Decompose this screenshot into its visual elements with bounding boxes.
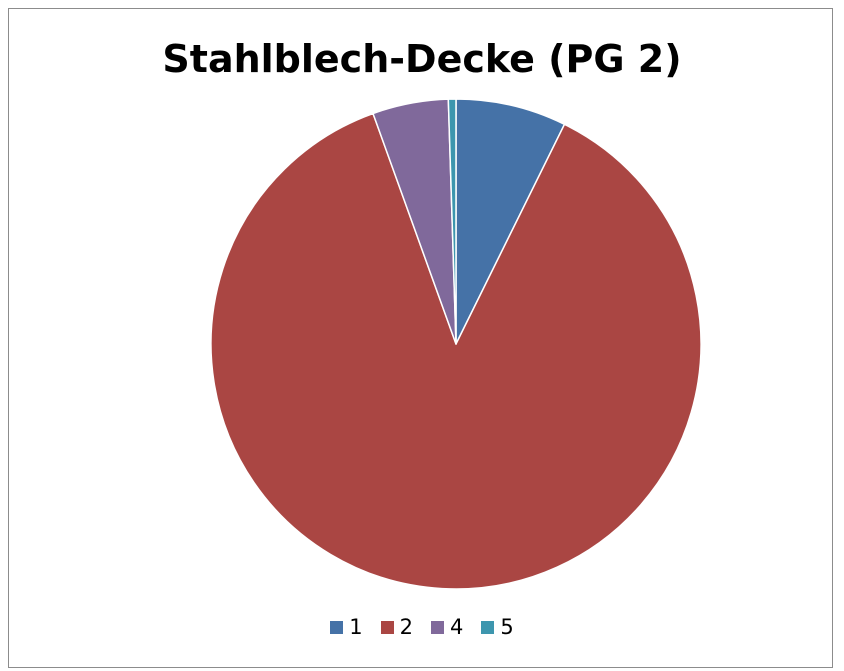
legend-item-1: 1	[330, 615, 363, 639]
pie-slices	[210, 98, 702, 590]
legend-label-1: 1	[349, 615, 363, 639]
legend-item-5: 5	[481, 615, 514, 639]
legend-swatch-4	[431, 620, 444, 634]
legend-label-5: 5	[500, 615, 514, 639]
legend-item-4: 4	[431, 615, 463, 639]
legend-swatch-5	[481, 620, 495, 634]
legend-swatch-1	[330, 620, 344, 634]
legend-swatch-2	[380, 620, 394, 634]
legend: 1 2 4 5	[0, 615, 844, 639]
pie-slice-2	[210, 112, 702, 590]
chart-title: Stahlblech-Decke (PG 2)	[162, 37, 682, 81]
pie-slice-5	[447, 98, 457, 345]
pie-slice-1	[455, 98, 566, 345]
legend-label-4: 4	[450, 615, 464, 639]
legend-item-2: 2	[380, 615, 413, 639]
legend-label-2: 2	[399, 615, 413, 639]
